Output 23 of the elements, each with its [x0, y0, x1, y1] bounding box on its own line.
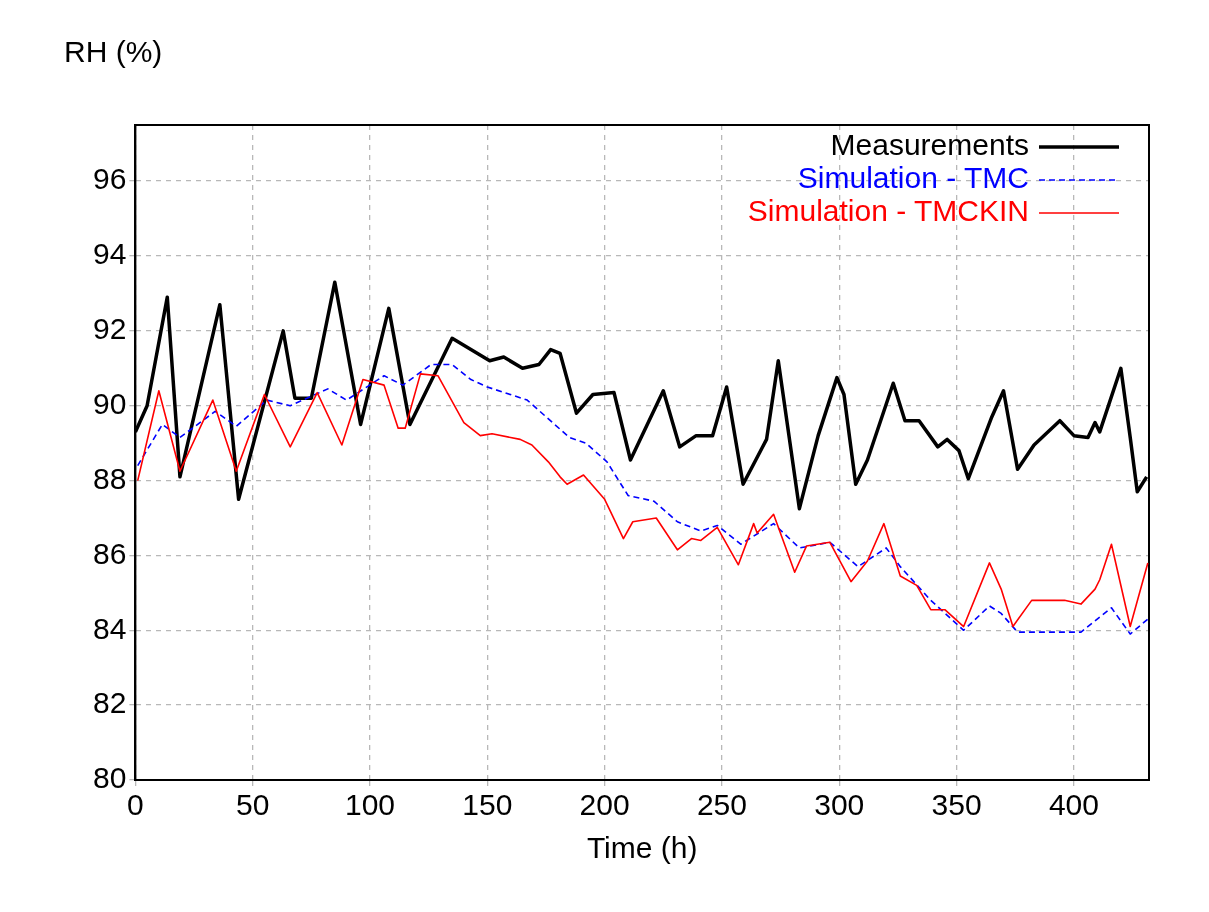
y-tick-label: 80 — [92, 761, 127, 795]
y-tick-label: 92 — [92, 312, 127, 346]
x-tick-label: 100 — [344, 788, 396, 822]
x-tick-label: 400 — [1048, 788, 1099, 822]
x-tick-label: 350 — [931, 788, 982, 822]
x-tick-label: 250 — [696, 788, 747, 822]
legend-label: Simulation - TMC — [797, 161, 1029, 195]
x-tick-label: 0 — [127, 788, 144, 822]
x-tick-label: 200 — [579, 788, 630, 822]
y-tick-label: 96 — [92, 162, 127, 196]
x-axis-title: Time (h) — [586, 831, 698, 865]
y-tick-label: 88 — [92, 461, 127, 495]
y-tick-label: 82 — [92, 686, 127, 720]
y-tick-label: 90 — [92, 386, 127, 420]
legend-label: Measurements — [830, 128, 1029, 162]
x-tick-label: 50 — [236, 788, 270, 822]
x-tick-label: 300 — [814, 788, 865, 822]
legend-label: Simulation - TMCKIN — [747, 194, 1029, 228]
x-tick-label: 150 — [462, 788, 513, 822]
y-tick-label: 94 — [92, 237, 127, 271]
y-tick-label: 84 — [92, 611, 127, 645]
y-axis-title: RH (%) — [64, 35, 163, 69]
y-tick-label: 86 — [92, 536, 127, 570]
